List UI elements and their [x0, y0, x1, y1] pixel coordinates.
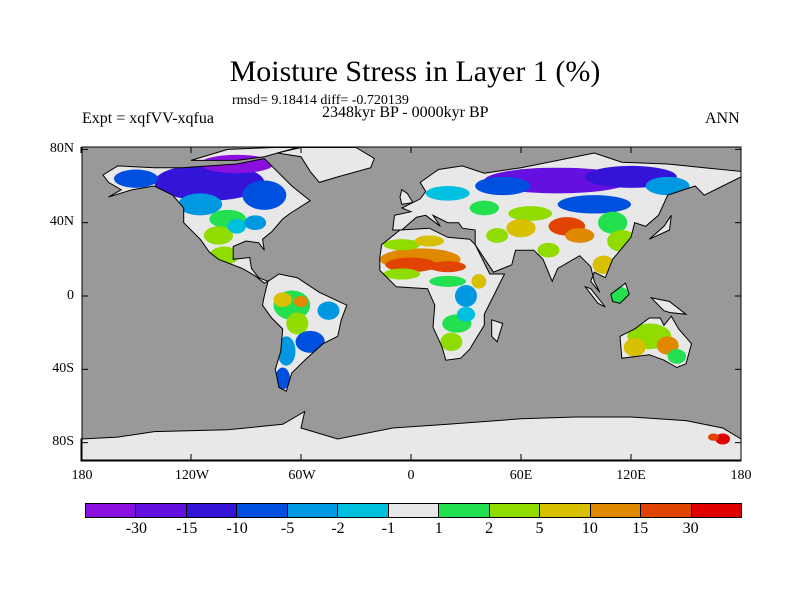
anomaly-region [178, 193, 223, 216]
anomaly-region [623, 338, 646, 357]
coastline-north-america [102, 157, 312, 284]
anomaly-region [565, 228, 595, 243]
colorbar-swatch [691, 504, 742, 517]
colorbar-label: 30 [682, 520, 699, 537]
colorbar-swatch [186, 504, 238, 517]
colorbar-swatch [439, 504, 490, 517]
lon-label: 0 [407, 468, 415, 483]
anomaly-region [508, 206, 553, 221]
colorbar-label: 15 [632, 520, 649, 537]
anomaly-region [275, 367, 290, 390]
anomaly-region [383, 268, 421, 280]
anomaly-region [273, 292, 292, 307]
lat-label: 40N [49, 214, 74, 229]
anomaly-region [557, 195, 631, 214]
anomaly-region [293, 296, 309, 307]
colorbar-label: -30 [125, 520, 148, 537]
colorbar-label: -1 [381, 520, 395, 537]
colorbar-swatch [590, 504, 642, 517]
anomaly-region [486, 228, 509, 243]
anomaly-region [440, 332, 463, 351]
season-label: ANN [705, 110, 740, 127]
colorbar-label: 10 [581, 520, 598, 537]
anomaly-region [475, 176, 531, 196]
anomaly-region [295, 330, 325, 353]
coastline-madagascar [491, 319, 504, 343]
plot-title: Moisture Stress in Layer 1 (%) [229, 55, 601, 88]
anomaly-region [667, 349, 686, 364]
coastline-eurasia [392, 152, 742, 293]
anomaly-region [383, 239, 421, 251]
colorbar [85, 503, 742, 518]
lon-label: 60E [509, 468, 533, 483]
stats-text: rmsd= 9.18414 diff= -0.720139 [232, 93, 409, 108]
anomaly-region [114, 169, 158, 188]
lat-label: 0 [67, 288, 74, 303]
colorbar-label: -2 [331, 520, 345, 537]
coastline-uk [399, 188, 414, 205]
lon-label: 60W [288, 468, 316, 483]
coastline-sumatra [583, 285, 606, 308]
colorbar-label: -15 [176, 520, 198, 537]
colorbar-label: -5 [280, 520, 295, 537]
lat-label: 80S [52, 434, 74, 449]
anomaly-region [317, 301, 340, 320]
colorbar-swatch [287, 504, 339, 517]
colorbar-swatch [237, 504, 288, 517]
colorbar-label: 5 [535, 520, 544, 537]
coastline-australia [619, 315, 693, 369]
lon-label: 120E [616, 468, 646, 483]
anomaly-region [227, 219, 246, 234]
anomaly-region [244, 215, 267, 231]
colorbar-swatch [136, 504, 187, 517]
lon-label: 180 [71, 468, 93, 483]
colorbar-label: -10 [226, 520, 248, 537]
anomaly-region [471, 274, 487, 289]
anomaly-region [429, 275, 466, 287]
coastline-borneo [610, 282, 630, 304]
anomaly-region [385, 257, 437, 273]
experiment-label: Expt = xqfVV-xqfua [82, 110, 214, 127]
anomaly-region [715, 433, 731, 445]
anomaly-region [286, 312, 309, 335]
anomaly-region [414, 235, 445, 247]
lon-label: 180 [730, 468, 752, 483]
colorbar-label: 1 [434, 520, 443, 537]
anomaly-region [425, 186, 470, 201]
lat-label: 80N [49, 141, 74, 156]
coastline-new-guinea [649, 296, 688, 315]
anomaly-region [506, 219, 536, 238]
anomaly-region [598, 211, 628, 234]
colorbar-swatch [540, 504, 591, 517]
anomaly-region [203, 226, 234, 245]
anomaly-region [154, 164, 265, 201]
anomaly-region [645, 176, 690, 196]
colorbar-swatch [489, 504, 541, 517]
anomaly-region [456, 306, 476, 322]
coastline-south-america [261, 273, 348, 393]
anomaly-region [455, 285, 477, 307]
anomaly-region [429, 261, 466, 273]
coastline-japan [648, 215, 672, 240]
lat-label: 40S [52, 361, 74, 376]
period-text: 2348kyr BP - 0000kyr BP [322, 104, 489, 121]
colorbar-swatch [338, 504, 389, 517]
colorbar-label: 2 [485, 520, 494, 537]
anomaly-region [469, 200, 500, 216]
anomaly-region [242, 180, 287, 210]
anomaly-region [537, 242, 560, 258]
colorbar-swatch [86, 504, 137, 517]
lon-label: 120W [174, 468, 210, 483]
coastline-africa [379, 227, 506, 361]
anomaly-region [708, 433, 719, 441]
colorbar-swatch [388, 504, 440, 517]
colorbar-swatch [641, 504, 692, 517]
